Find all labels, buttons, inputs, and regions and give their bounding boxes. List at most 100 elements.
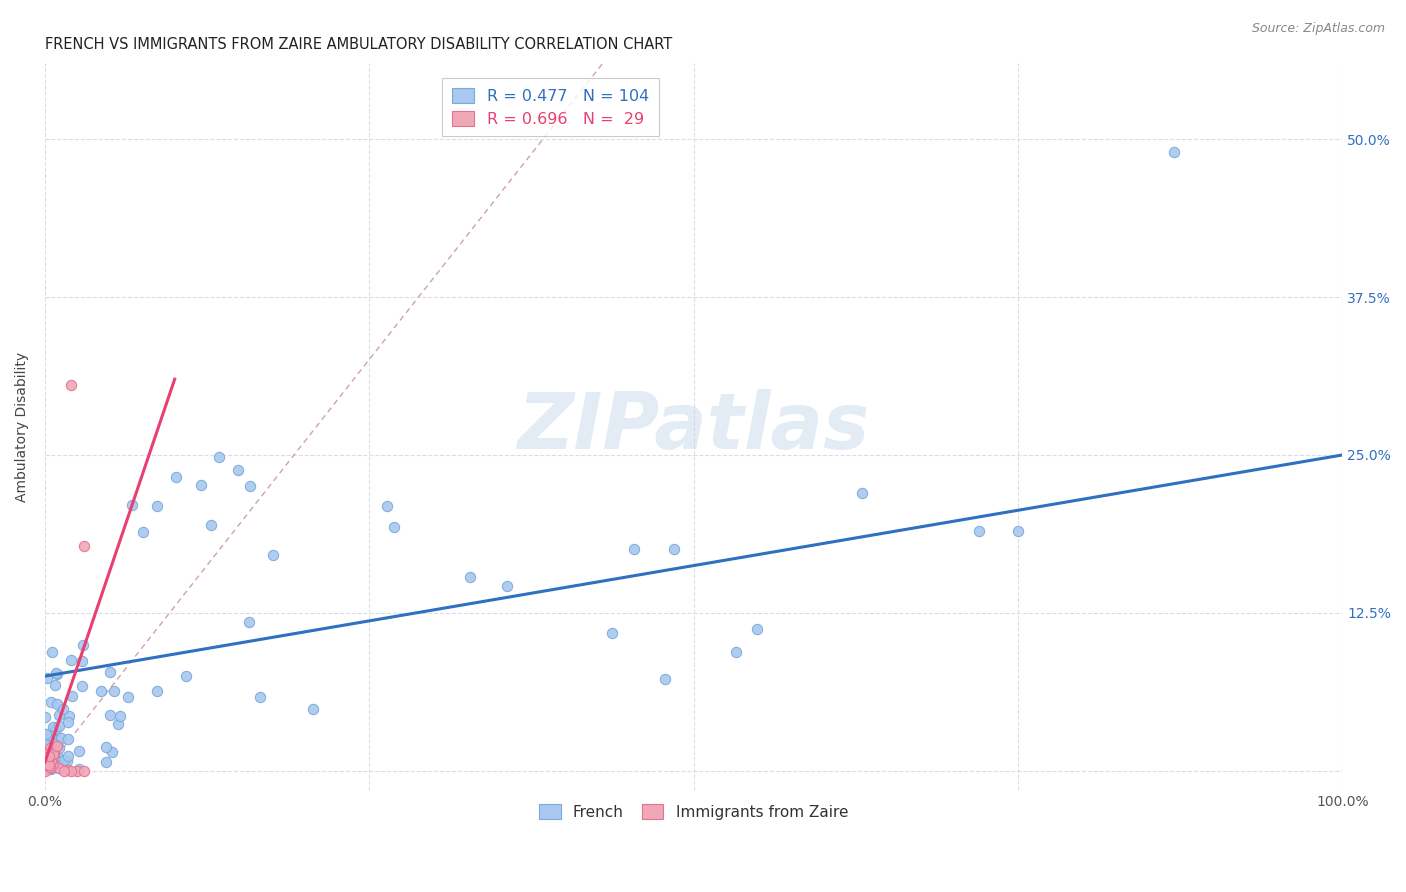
Point	[48, 761, 70, 775]
Point	[34, 764, 56, 778]
Point	[41, 747, 63, 761]
Point	[41, 756, 63, 771]
Point	[249, 690, 271, 705]
Point	[239, 479, 262, 493]
Point	[35, 757, 58, 772]
Point	[44, 747, 66, 761]
Point	[60, 689, 83, 703]
Point	[37, 762, 59, 776]
Point	[46, 732, 69, 747]
Point	[72, 638, 94, 652]
Point	[49, 757, 72, 772]
Point	[44, 678, 66, 692]
Point	[238, 615, 260, 629]
Point	[35, 755, 58, 769]
Point	[39, 729, 62, 743]
Point	[38, 751, 60, 765]
Point	[190, 478, 212, 492]
Point	[39, 757, 62, 772]
Point	[96, 740, 118, 755]
Point	[37, 740, 59, 755]
Point	[58, 709, 80, 723]
Point	[165, 469, 187, 483]
Point	[38, 758, 60, 772]
Point	[34, 756, 56, 771]
Point	[458, 570, 481, 584]
Point	[103, 684, 125, 698]
Point	[41, 756, 63, 771]
Point	[90, 684, 112, 698]
Point	[654, 672, 676, 686]
Point	[48, 761, 70, 775]
Point	[39, 760, 62, 774]
Point	[37, 758, 59, 772]
Point	[35, 671, 58, 685]
Legend: French, Immigrants from Zaire: French, Immigrants from Zaire	[533, 798, 855, 826]
Point	[1007, 524, 1029, 538]
Point	[67, 762, 90, 776]
Point	[117, 690, 139, 705]
Text: FRENCH VS IMMIGRANTS FROM ZAIRE AMBULATORY DISABILITY CORRELATION CHART: FRENCH VS IMMIGRANTS FROM ZAIRE AMBULATO…	[45, 37, 672, 53]
Point	[44, 746, 66, 760]
Point	[41, 645, 63, 659]
Point	[1163, 145, 1185, 159]
Point	[37, 749, 59, 764]
Point	[34, 709, 56, 723]
Y-axis label: Ambulatory Disability: Ambulatory Disability	[15, 351, 30, 501]
Point	[200, 518, 222, 533]
Point	[49, 731, 72, 746]
Point	[37, 736, 59, 750]
Point	[67, 744, 90, 758]
Text: ZIPatlas: ZIPatlas	[517, 389, 870, 465]
Point	[132, 525, 155, 540]
Point	[262, 548, 284, 562]
Point	[967, 524, 990, 538]
Point	[45, 754, 67, 768]
Point	[37, 756, 59, 771]
Point	[37, 735, 59, 749]
Point	[662, 541, 685, 556]
Point	[34, 756, 56, 771]
Point	[34, 727, 56, 741]
Text: Source: ZipAtlas.com: Source: ZipAtlas.com	[1251, 22, 1385, 36]
Point	[302, 702, 325, 716]
Point	[724, 645, 747, 659]
Point	[59, 764, 82, 778]
Point	[73, 764, 96, 778]
Point	[45, 722, 67, 736]
Point	[45, 739, 67, 753]
Point	[48, 719, 70, 733]
Point	[51, 760, 73, 774]
Point	[37, 749, 59, 764]
Point	[37, 731, 59, 746]
Point	[747, 623, 769, 637]
Point	[48, 749, 70, 764]
Point	[45, 665, 67, 680]
Point	[146, 684, 169, 698]
Point	[53, 764, 76, 778]
Point	[60, 652, 83, 666]
Point	[70, 680, 93, 694]
Point	[42, 737, 65, 751]
Point	[35, 761, 58, 775]
Point	[52, 701, 75, 715]
Point	[38, 747, 60, 761]
Point	[101, 745, 124, 759]
Point	[37, 757, 59, 772]
Point	[48, 761, 70, 775]
Point	[39, 756, 62, 770]
Point	[38, 741, 60, 756]
Point	[46, 666, 69, 681]
Point	[37, 749, 59, 764]
Point	[39, 761, 62, 775]
Point	[851, 486, 873, 500]
Point	[44, 739, 66, 754]
Point	[98, 665, 121, 679]
Point	[39, 695, 62, 709]
Point	[38, 749, 60, 764]
Point	[623, 541, 645, 556]
Point	[66, 764, 89, 778]
Point	[48, 708, 70, 723]
Point	[34, 761, 56, 775]
Point	[100, 707, 122, 722]
